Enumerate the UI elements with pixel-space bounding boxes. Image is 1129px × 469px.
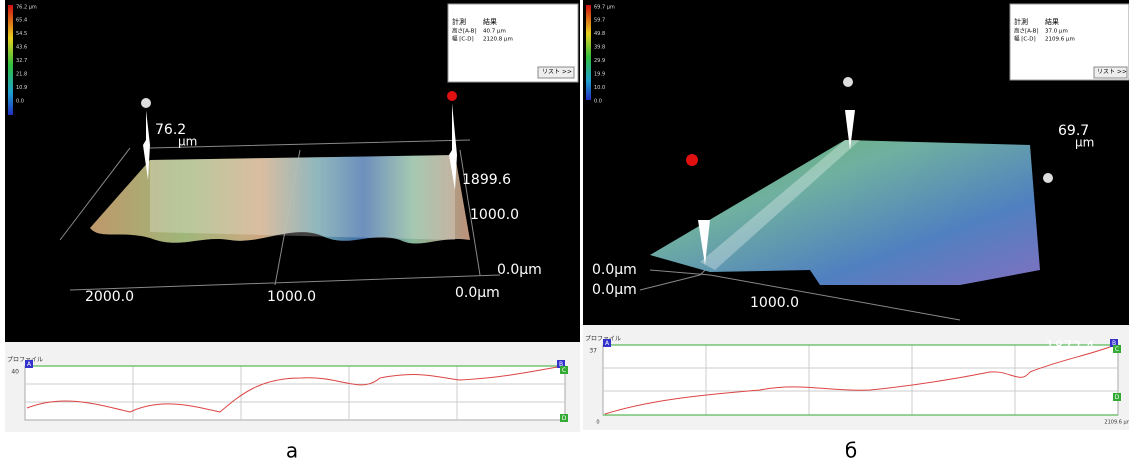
scale-label: 32.7 bbox=[16, 58, 27, 64]
figure: 76.2 µm65.454.543.632.721.810.90.0計測結果高さ… bbox=[0, 0, 1129, 465]
point-c bbox=[1043, 173, 1053, 183]
button-label: リスト >> bbox=[1097, 69, 1127, 76]
point-a bbox=[141, 98, 151, 108]
marker-label: D bbox=[1115, 394, 1120, 401]
point-a bbox=[843, 77, 853, 87]
view-label: 2000.0 bbox=[85, 289, 134, 305]
profile-xmin: 0 bbox=[596, 420, 599, 426]
profile-ymax: 40 bbox=[11, 369, 19, 376]
scale-label: 43.6 bbox=[16, 45, 27, 51]
results-cell: 2109.6 µm bbox=[1045, 37, 1075, 43]
button-label: リスト >> bbox=[542, 69, 572, 76]
results-cell: 40.7 µm bbox=[483, 29, 506, 35]
scale-label: 19.9 bbox=[594, 72, 605, 78]
profile-xmax: 2109.6 µm bbox=[1104, 420, 1129, 426]
scale-label: 49.8 bbox=[594, 31, 605, 37]
marker-label: D bbox=[562, 415, 567, 422]
results-header: 結果 bbox=[1045, 17, 1059, 26]
view-label: 1872.4 bbox=[1046, 339, 1095, 355]
scale-label: 39.8 bbox=[594, 45, 605, 51]
results-cell: 高さ[A-B] bbox=[452, 27, 477, 35]
results-cell: 37.0 µm bbox=[1045, 29, 1068, 35]
scale-label: 10.0 bbox=[594, 85, 605, 91]
scale-label: 21.8 bbox=[16, 72, 27, 78]
scale-label: 0.0 bbox=[594, 99, 602, 105]
color-scale bbox=[8, 5, 13, 115]
results-header: 結果 bbox=[483, 17, 497, 26]
scale-label: 10.9 bbox=[16, 85, 27, 91]
results-header: 計測 bbox=[452, 17, 466, 26]
results-header: 計測 bbox=[1014, 17, 1028, 26]
caption: а bbox=[286, 439, 298, 463]
view-label: µm bbox=[178, 135, 197, 149]
marker-label: C bbox=[1115, 346, 1119, 353]
view-label: 1000.0 bbox=[267, 289, 316, 305]
caption: б bbox=[845, 439, 857, 463]
profile-ymax: 37 bbox=[589, 348, 597, 355]
view-label: 1899.6 bbox=[462, 172, 511, 188]
scale-label: 29.9 bbox=[594, 58, 605, 64]
scale-label: 0.0 bbox=[16, 99, 24, 105]
view-label: 0.0µm bbox=[455, 285, 500, 301]
cut-plane bbox=[150, 155, 455, 240]
view-label: 0.0µm bbox=[592, 282, 637, 298]
results-cell: 高さ[A-B] bbox=[1014, 27, 1039, 35]
scale-label: 54.5 bbox=[16, 31, 27, 37]
point-b bbox=[447, 91, 457, 101]
results-cell: 2120.8 µm bbox=[483, 37, 513, 43]
view-label: 0.0µm bbox=[497, 262, 542, 278]
scale-label: 59.7 bbox=[594, 18, 605, 24]
color-scale bbox=[586, 5, 591, 100]
view-label: 1000.0 bbox=[750, 295, 799, 311]
profile-plot bbox=[603, 345, 1118, 415]
results-cell: 幅 [C-D] bbox=[1014, 35, 1036, 43]
view-label: 1000.0 bbox=[470, 207, 519, 223]
scale-label: 76.2 µm bbox=[16, 5, 37, 11]
results-cell: 幅 [C-D] bbox=[452, 35, 474, 43]
marker-label: C bbox=[562, 367, 566, 374]
profile-plot bbox=[25, 366, 565, 420]
point-b bbox=[686, 154, 698, 166]
view-label: 0.0µm bbox=[592, 262, 637, 278]
scale-label: 65.4 bbox=[16, 18, 27, 24]
scale-label: 69.7 µm bbox=[594, 5, 615, 11]
view-label: µm bbox=[1075, 136, 1094, 150]
